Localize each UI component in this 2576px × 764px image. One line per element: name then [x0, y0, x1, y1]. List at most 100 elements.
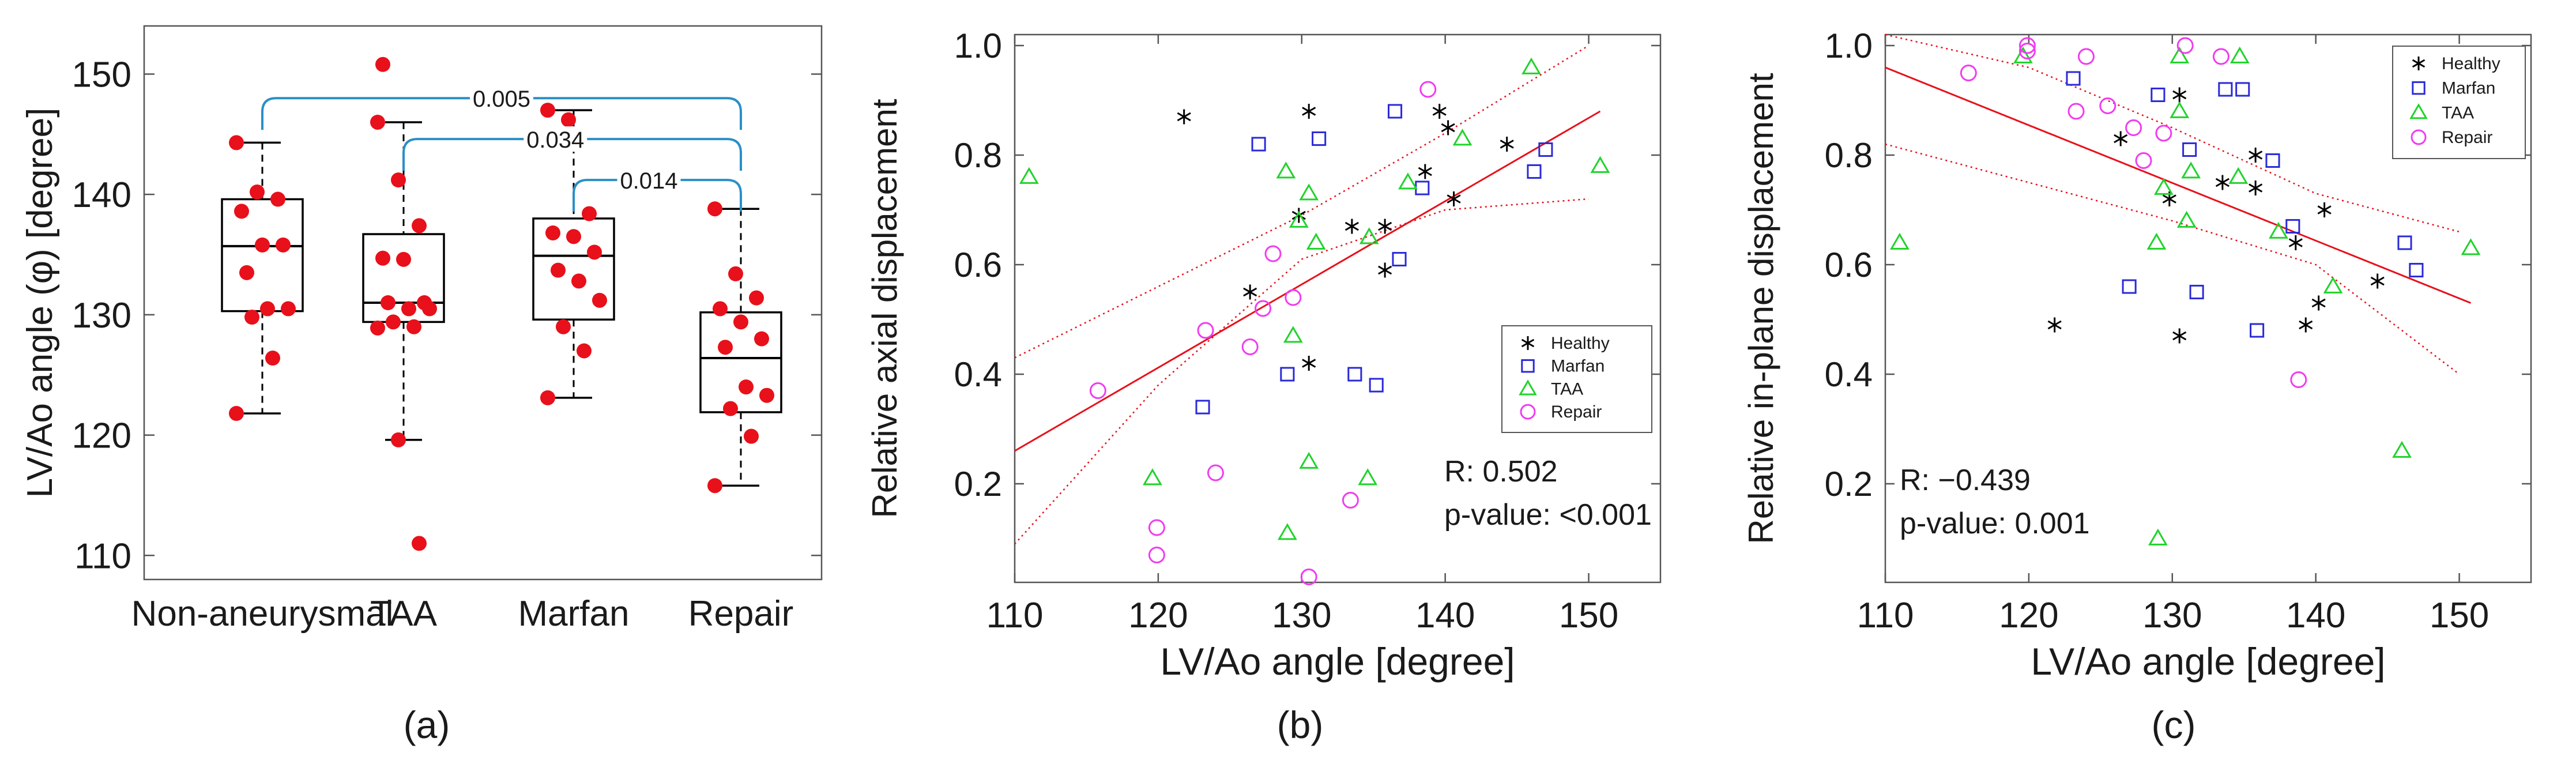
stat-annotation: p-value: <0.001 — [1444, 498, 1652, 532]
asterisk-stroke — [1243, 287, 1257, 297]
data-point-triangle — [2170, 101, 2190, 118]
data-point-square — [2218, 82, 2233, 97]
series-healthy — [2047, 87, 2385, 344]
data-point-triangle — [2181, 161, 2201, 179]
asterisk-stroke — [2299, 320, 2313, 330]
panel-label: (b) — [1277, 703, 1324, 746]
data-point-square — [2235, 82, 2250, 97]
panel-label: (c) — [2152, 703, 2196, 746]
data-point-circle — [1285, 289, 1302, 306]
legend: Healthy Marfan TAA Repair — [2392, 46, 2526, 159]
data-point-square — [1312, 131, 1327, 146]
data-point-asterisk — [2249, 148, 2263, 163]
data-point-asterisk — [2370, 273, 2385, 289]
legend-marker — [1521, 359, 1535, 373]
data-point — [728, 266, 743, 281]
data-point — [739, 379, 754, 395]
x-tick-label: 130 — [2142, 596, 2202, 635]
data-point-asterisk — [1243, 284, 1257, 300]
legend-marker — [1521, 336, 1535, 350]
data-point-asterisk — [1177, 109, 1191, 125]
data-point-triangle — [1452, 129, 1472, 146]
data-point-circle — [1197, 322, 1214, 339]
y-tick-label: 0.6 — [954, 246, 1002, 284]
data-point-square — [1415, 180, 1430, 195]
asterisk-stroke — [1441, 123, 1455, 133]
y-tick-label: 1.0 — [1825, 27, 1873, 65]
data-point-triangle — [1299, 451, 1319, 469]
data-point-asterisk — [2249, 180, 2263, 195]
data-point-triangle — [2148, 528, 2168, 545]
bracket-label-bg — [617, 167, 681, 193]
y-tick-label: 140 — [72, 175, 131, 215]
data-point-circle — [2018, 43, 2036, 59]
x-tick-label: 120 — [1128, 596, 1188, 635]
data-point-square — [1251, 137, 1266, 152]
legend-label: TAA — [1551, 379, 1583, 398]
data-point-asterisk — [1418, 164, 1432, 179]
data-point-asterisk — [1378, 219, 1392, 234]
data-point-asterisk — [2311, 295, 2326, 311]
data-point — [229, 406, 244, 421]
legend-marker — [2412, 81, 2426, 95]
data-point-triangle — [1590, 156, 1610, 173]
series-taa — [1889, 46, 2481, 545]
data-point-circle — [1960, 65, 1977, 81]
data-point — [244, 310, 259, 325]
panel-b-scatter: 110 120 130 140 150 0.2 0.4 0.6 0.8 1.0 LV/Ao angl… — [865, 27, 1662, 746]
legend-label: Repair — [1551, 402, 1602, 421]
asterisk-stroke — [2412, 59, 2426, 68]
data-point-square — [1538, 142, 1553, 157]
data-point-circle — [1089, 382, 1106, 399]
y-tick-label: 0.4 — [1825, 355, 1873, 394]
data-point — [551, 262, 566, 278]
data-point — [545, 225, 560, 240]
y-tick-label: 0.4 — [954, 355, 1002, 394]
x-axis-label: LV/Ao angle [degree] — [2031, 640, 2385, 683]
asterisk-stroke — [1500, 140, 1514, 149]
data-point-square — [2189, 284, 2204, 300]
confidence-band-upper — [1885, 33, 2460, 233]
data-point-square — [1347, 367, 1362, 382]
asterisk-stroke — [2288, 238, 2303, 247]
data-point-square — [2265, 153, 2280, 168]
data-point-asterisk — [1432, 104, 1447, 119]
data-point-square — [2122, 279, 2137, 294]
data-point — [577, 343, 592, 359]
data-point-triangle — [2176, 210, 2197, 228]
data-point-asterisk — [1302, 356, 1316, 371]
data-point-triangle — [2170, 46, 2190, 63]
data-point — [375, 250, 390, 266]
data-point-circle — [1419, 81, 1437, 98]
data-point-circle — [1148, 519, 1165, 536]
stat-annotation: p-value: 0.001 — [1900, 507, 2090, 540]
data-point-square — [1369, 378, 1384, 393]
data-point — [566, 229, 581, 244]
data-point-triangle — [1299, 183, 1319, 201]
data-point-asterisk — [2215, 175, 2229, 190]
asterisk-stroke — [2172, 331, 2187, 341]
y-tick-label: 130 — [72, 296, 131, 336]
asterisk-stroke — [1418, 167, 1432, 176]
data-point-asterisk — [1500, 137, 1514, 152]
panel-label: (a) — [404, 703, 450, 746]
data-point — [733, 314, 748, 330]
legend-label: Marfan — [2442, 79, 2495, 98]
x-tick-label: 120 — [1999, 596, 2058, 635]
asterisk-stroke — [2311, 298, 2326, 308]
data-point — [540, 103, 555, 118]
data-point-square — [2182, 142, 2197, 157]
y-tick-label: 150 — [72, 55, 131, 95]
data-point-asterisk — [2172, 87, 2187, 103]
data-point-square — [2250, 323, 2265, 338]
box-4 — [699, 208, 782, 487]
x-tick-label: 140 — [2286, 596, 2345, 635]
regression-line — [1014, 110, 1601, 452]
data-point-circle — [2176, 37, 2194, 54]
y-tick-label: 0.6 — [1825, 246, 1873, 284]
asterisk-stroke — [1432, 107, 1447, 116]
x-category-label: TAA — [370, 594, 438, 634]
data-point-square — [2285, 219, 2300, 234]
